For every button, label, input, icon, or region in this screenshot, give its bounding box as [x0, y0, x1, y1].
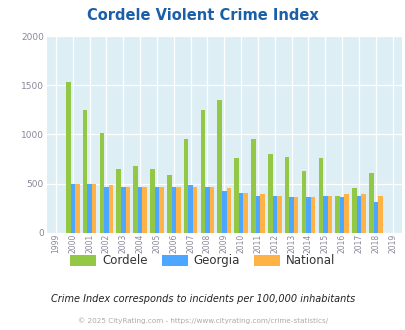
- Bar: [142, 187, 147, 233]
- Bar: [322, 196, 327, 233]
- Bar: [125, 186, 130, 233]
- Bar: [289, 197, 293, 233]
- Bar: [192, 186, 197, 233]
- Bar: [267, 154, 272, 233]
- Bar: [104, 186, 109, 233]
- Bar: [109, 184, 113, 233]
- Bar: [188, 184, 192, 233]
- Bar: [150, 169, 154, 233]
- Bar: [154, 187, 159, 233]
- Bar: [200, 110, 205, 233]
- Bar: [159, 187, 163, 233]
- Bar: [277, 196, 281, 233]
- Bar: [209, 187, 214, 233]
- Bar: [339, 197, 343, 233]
- Bar: [251, 139, 255, 233]
- Bar: [272, 196, 277, 233]
- Bar: [260, 194, 264, 233]
- Bar: [343, 194, 348, 233]
- Bar: [234, 158, 238, 233]
- Bar: [305, 197, 310, 233]
- Bar: [356, 196, 360, 233]
- Bar: [301, 171, 305, 233]
- Bar: [368, 173, 373, 233]
- Text: Cordele Violent Crime Index: Cordele Violent Crime Index: [87, 8, 318, 23]
- Text: © 2025 CityRating.com - https://www.cityrating.com/crime-statistics/: © 2025 CityRating.com - https://www.city…: [78, 317, 327, 324]
- Bar: [138, 186, 142, 233]
- Bar: [92, 183, 96, 233]
- Bar: [116, 169, 121, 233]
- Bar: [87, 183, 92, 233]
- Bar: [293, 197, 298, 233]
- Bar: [373, 202, 377, 233]
- Bar: [121, 187, 125, 233]
- Bar: [243, 193, 247, 233]
- Bar: [238, 193, 243, 233]
- Bar: [226, 188, 230, 233]
- Bar: [377, 196, 382, 233]
- Bar: [166, 175, 171, 233]
- Bar: [205, 186, 209, 233]
- Bar: [133, 166, 138, 233]
- Bar: [284, 156, 289, 233]
- Bar: [335, 196, 339, 233]
- Bar: [360, 194, 365, 233]
- Bar: [222, 191, 226, 233]
- Bar: [171, 186, 176, 233]
- Bar: [318, 158, 322, 233]
- Bar: [183, 139, 188, 233]
- Bar: [327, 196, 331, 233]
- Text: Crime Index corresponds to incidents per 100,000 inhabitants: Crime Index corresponds to incidents per…: [51, 294, 354, 304]
- Bar: [99, 134, 104, 233]
- Bar: [310, 197, 315, 233]
- Bar: [66, 82, 70, 233]
- Bar: [75, 183, 79, 233]
- Legend: Cordele, Georgia, National: Cordele, Georgia, National: [66, 249, 339, 272]
- Bar: [70, 183, 75, 233]
- Bar: [217, 100, 222, 233]
- Bar: [83, 111, 87, 233]
- Bar: [176, 186, 180, 233]
- Bar: [255, 196, 260, 233]
- Bar: [351, 188, 356, 233]
